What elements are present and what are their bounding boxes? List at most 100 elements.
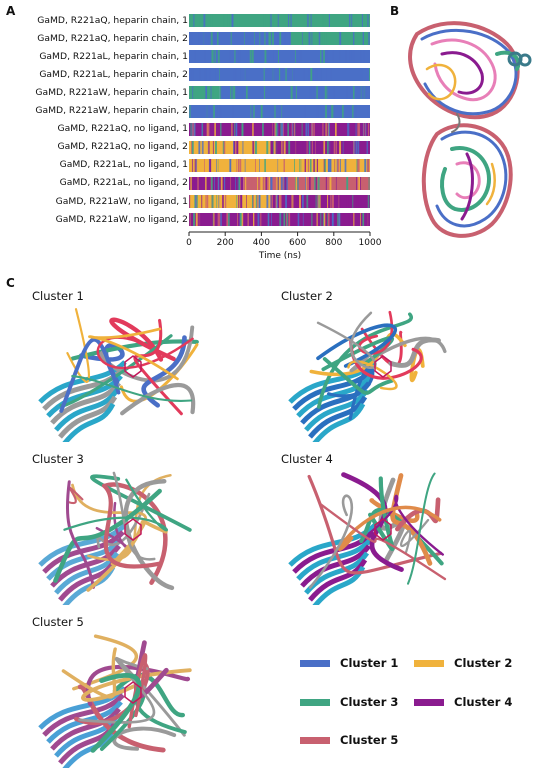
flicker-6-7	[221, 104, 222, 118]
flicker-4-16	[199, 68, 201, 82]
flicker-9-11	[223, 158, 225, 172]
flicker-3-6	[234, 50, 236, 64]
beta-strand	[58, 395, 118, 439]
flicker-8-15	[355, 140, 358, 154]
flicker-10-47	[358, 176, 361, 190]
loop	[102, 482, 168, 585]
flicker-11-60	[367, 195, 369, 208]
flicker-2-30	[198, 32, 200, 46]
flicker-12-30	[217, 213, 220, 227]
flicker-7-70	[363, 122, 365, 136]
flicker-2-16	[204, 32, 205, 46]
flicker-1-16	[349, 14, 351, 27]
flicker-4-13	[360, 68, 363, 82]
flicker-9-20	[259, 158, 260, 172]
flicker-8-9	[342, 140, 344, 154]
flicker-4-4	[189, 68, 191, 82]
flicker-10-57	[308, 176, 311, 190]
flicker-1-25	[237, 14, 240, 27]
flicker-8-56	[327, 140, 329, 154]
x-axis	[188, 231, 371, 236]
beta-strand	[50, 707, 121, 751]
flicker-2-35	[259, 32, 261, 46]
flicker-3-20	[217, 50, 220, 64]
flicker-9-62	[280, 158, 282, 172]
flicker-11-34	[301, 195, 304, 208]
flicker-8-68	[191, 140, 194, 154]
flicker-9-29	[216, 158, 217, 172]
flicker-8-46	[283, 140, 286, 154]
flicker-9-61	[209, 158, 212, 172]
flicker-10-44	[275, 176, 278, 190]
timeline-bar-7	[189, 122, 370, 136]
flicker-9-56	[244, 158, 246, 172]
flicker-1-15	[203, 14, 206, 27]
flicker-7-68	[202, 122, 204, 136]
flicker-4-33	[278, 68, 281, 82]
flicker-4-30	[326, 68, 327, 82]
flicker-1-17	[298, 14, 300, 27]
flicker-12-28	[195, 213, 198, 227]
flicker-10-46	[280, 176, 283, 190]
flicker-6-9	[281, 104, 283, 118]
flicker-11-31	[246, 195, 247, 208]
flicker-3-14	[278, 50, 279, 64]
flicker-12-32	[298, 213, 300, 227]
loop	[71, 375, 193, 402]
flicker-8-66	[329, 140, 332, 154]
legend-label: Cluster 5	[340, 733, 399, 747]
flicker-10-35	[277, 176, 279, 190]
flicker-7-48	[190, 122, 192, 136]
flicker-11-26	[285, 195, 288, 208]
flicker-2-13	[322, 32, 324, 46]
flicker-12-41	[367, 213, 370, 227]
flicker-7-58	[338, 122, 340, 136]
flicker-3-35	[272, 50, 274, 64]
flicker-10-29	[305, 176, 306, 190]
flicker-8-44	[221, 140, 224, 154]
flicker-6-31	[352, 104, 354, 118]
flicker-11-22	[236, 195, 238, 208]
flicker-12-18	[302, 213, 304, 227]
flicker-3-18	[320, 50, 322, 64]
flicker-12-37	[190, 213, 192, 227]
flicker-9-59	[264, 158, 266, 172]
flicker-9-9	[356, 158, 358, 172]
flicker-7-2	[347, 122, 349, 136]
beta-strand	[308, 395, 368, 439]
flicker-7-60	[266, 122, 268, 136]
flicker-1-20	[263, 14, 266, 27]
flicker-2-27	[289, 32, 291, 46]
flicker-7-19	[291, 122, 293, 136]
loop	[308, 494, 354, 589]
cluster-3-structure	[38, 471, 192, 605]
flicker-7-26	[357, 122, 359, 136]
flicker-3-2	[353, 50, 355, 64]
flicker-6-30	[210, 104, 212, 118]
legend-swatch	[300, 736, 330, 744]
flicker-12-9	[327, 213, 328, 227]
flicker-8-8	[266, 140, 269, 154]
flicker-3-28	[214, 50, 216, 64]
flicker-12-16	[271, 213, 272, 227]
flicker-1-28	[193, 14, 195, 27]
flicker-11-59	[310, 195, 311, 208]
flicker-11-46	[307, 195, 309, 208]
flicker-10-59	[197, 176, 199, 190]
flicker-1-31	[190, 14, 192, 27]
segment-6-1	[189, 104, 370, 118]
flicker-7-17	[314, 122, 315, 136]
flicker-8-67	[275, 140, 278, 154]
flicker-4-10	[292, 68, 295, 82]
flicker-11-33	[339, 195, 341, 208]
flicker-11-32	[224, 195, 227, 208]
flicker-12-65	[267, 213, 270, 227]
timeline-bar-2	[189, 32, 370, 46]
flicker-11-45	[258, 195, 261, 208]
flicker-6-6	[250, 104, 252, 118]
flicker-11-6	[276, 195, 278, 208]
flicker-8-57	[202, 140, 204, 154]
flicker-10-58	[215, 176, 217, 190]
side-chain	[374, 518, 392, 541]
panel-label-b: B	[390, 4, 400, 18]
